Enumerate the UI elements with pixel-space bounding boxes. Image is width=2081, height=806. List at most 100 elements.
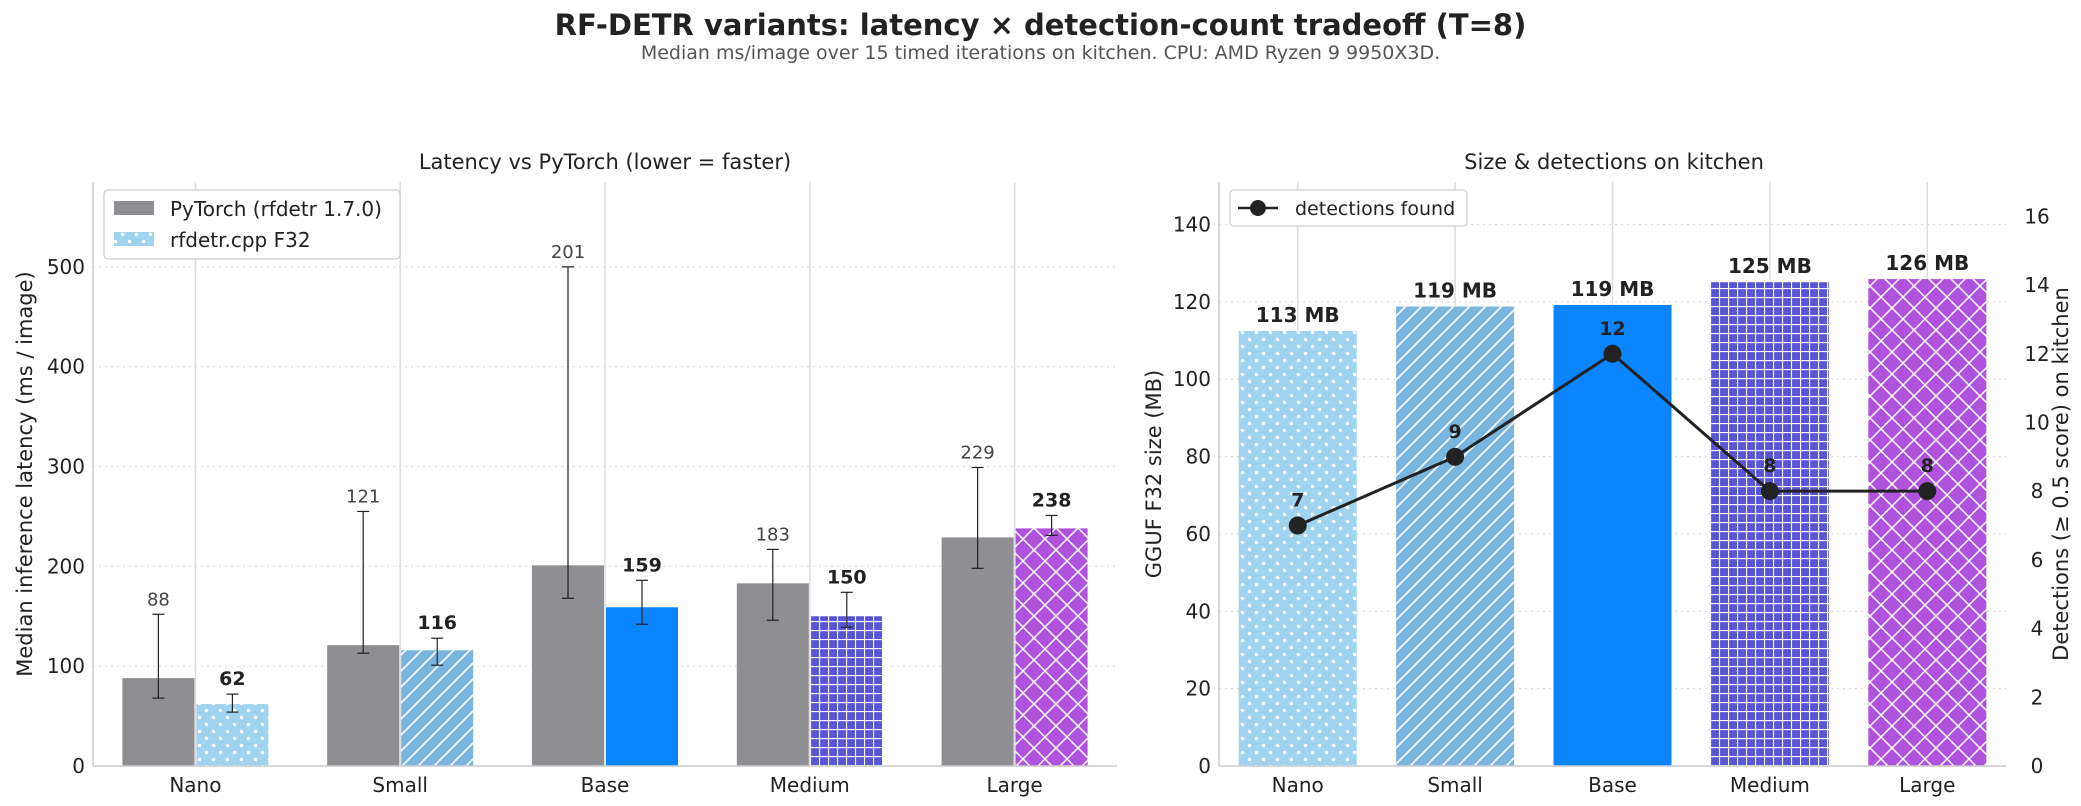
size-label-base: 119 MB (1571, 277, 1655, 301)
error-bar-pytorch-base (562, 266, 574, 599)
size-label-nano: 113 MB (1256, 303, 1340, 327)
left-bar-rfdetr-cpp-small (401, 650, 474, 766)
left-x-tick-label-base: Base (581, 773, 630, 797)
left-error-bars (152, 266, 1058, 713)
figure-subtitle: Median ms/image over 15 timed iterations… (640, 42, 1441, 64)
error-bar-rfdetr-cpp-base (636, 579, 648, 625)
left-bar-rfdetr-cpp-medium (810, 616, 883, 766)
figure-title: RF-DETR variants: latency × detection-co… (554, 8, 1527, 42)
detections-label-medium: 8 (1763, 455, 1776, 477)
left-value-label-pytorch-small: 121 (346, 486, 380, 507)
right-y-tick-label: 80 (1186, 445, 1211, 469)
right-secondary-y-tick-label: 8 (2031, 479, 2044, 503)
right-y-tick-label: 120 (1173, 290, 1211, 314)
size-label-large: 126 MB (1885, 251, 1969, 275)
right-secondary-y-axis-label: Detections (≥ 0.5 score) on kitchen (2049, 287, 2073, 661)
left-y-tick-label: 500 (47, 255, 85, 279)
right-x-tick-label-base: Base (1588, 773, 1637, 797)
left-bar-rfdetr-cpp-nano (196, 704, 269, 766)
size-bar-nano (1238, 330, 1357, 766)
error-bar-rfdetr-cpp-small (431, 637, 444, 666)
left-bars (122, 528, 1088, 766)
legend-swatch-rfdetr-cpp (114, 232, 154, 246)
left-chart-title: Latency vs PyTorch (lower = faster) (419, 150, 791, 174)
size-bar-medium (1710, 282, 1829, 766)
legend-label-detections: detections found (1295, 198, 1455, 220)
size-label-small: 119 MB (1413, 279, 1497, 303)
left-value-labels: 88 62 121 116 201 159 183 150 229 238 (147, 242, 1071, 690)
left-y-ticks: 0 100 200 300 400 500 (47, 255, 85, 778)
error-bar-pytorch-large (971, 466, 984, 569)
right-y-axis-label: GGUF F32 size (MB) (1142, 370, 1166, 578)
left-value-label-pytorch-large: 229 (960, 443, 994, 464)
right-secondary-y-tick-label: 4 (2031, 617, 2044, 641)
right-x-tick-label-large: Large (1899, 773, 1955, 797)
left-x-tick-label-small: Small (372, 773, 428, 797)
left-value-label-pytorch-nano: 88 (147, 589, 170, 610)
right-x-ticks: Nano Small Base Medium Large (1272, 773, 1956, 797)
left-x-tick-label-large: Large (986, 773, 1042, 797)
right-x-tick-label-nano: Nano (1272, 773, 1324, 797)
left-value-label-rfdetr-cpp-nano: 62 (219, 668, 245, 690)
left-x-ticks: Nano Small Base Medium Large (169, 773, 1042, 797)
latency-chart: Latency vs PyTorch (lower = faster) 88 62… (13, 150, 1117, 797)
detections-label-nano: 7 (1291, 490, 1304, 512)
detections-point-base (1603, 344, 1622, 363)
right-secondary-y-tick-label: 14 (2024, 273, 2049, 297)
right-secondary-y-tick-label: 10 (2024, 410, 2049, 434)
right-y-tick-label: 20 (1186, 677, 1211, 701)
left-legend: PyTorch (rfdetr 1.7.0) rfdetr.cpp F32 (103, 189, 401, 260)
left-bar-rfdetr-cpp-large (1015, 528, 1088, 766)
error-bar-rfdetr-cpp-nano (226, 693, 239, 713)
size-bar-small (1396, 306, 1515, 766)
right-secondary-y-tick-label: 6 (2031, 548, 2044, 572)
legend-label-rfdetr-cpp: rfdetr.cpp F32 (170, 228, 311, 252)
left-y-axis-label: Median inference latency (ms / image) (13, 271, 37, 677)
detections-label-base: 12 (1599, 318, 1625, 340)
size-bar-base (1553, 304, 1672, 766)
left-y-tick-label: 200 (47, 554, 85, 578)
detections-line: 7 9 12 8 8 (1288, 318, 1937, 535)
right-legend: detections found (1229, 189, 1468, 227)
left-y-tick-label: 0 (72, 754, 85, 778)
left-bar-pytorch-large (941, 537, 1014, 766)
right-x-tick-label-medium: Medium (1730, 773, 1810, 797)
left-y-tick-label: 300 (47, 455, 85, 479)
detections-label-large: 8 (1921, 455, 1934, 477)
left-x-tick-label-nano: Nano (169, 773, 221, 797)
size-bar-large (1868, 279, 1987, 766)
detections-point-nano (1288, 516, 1307, 535)
right-legend-box (1229, 189, 1468, 227)
detections-label-small: 9 (1448, 421, 1461, 443)
error-bar-rfdetr-cpp-medium (840, 591, 853, 628)
left-value-label-pytorch-base: 201 (551, 242, 585, 263)
left-y-tick-label: 100 (47, 654, 85, 678)
right-chart-title: Size & detections on kitchen (1464, 150, 1764, 174)
right-secondary-y-tick-label: 0 (2031, 754, 2044, 778)
right-secondary-y-tick-label: 16 (2024, 204, 2049, 228)
left-y-tick-label: 400 (47, 355, 85, 379)
detections-point-small (1446, 447, 1465, 466)
legend-swatch-pytorch (114, 201, 154, 215)
right-y-tick-label: 140 (1173, 213, 1211, 237)
right-y-tick-label: 100 (1173, 367, 1211, 391)
left-x-tick-label-medium: Medium (770, 773, 850, 797)
detections-point-large (1918, 482, 1937, 501)
error-bar-pytorch-nano (152, 613, 165, 699)
size-label-medium: 125 MB (1728, 254, 1812, 278)
size-detections-chart: Size & detections on kitchen 113 MB 119 M… (1142, 150, 2073, 797)
left-bar-pytorch-small (327, 645, 400, 766)
right-y-tick-label: 0 (1198, 754, 1211, 778)
right-y-tick-label: 40 (1186, 599, 1211, 623)
right-y-ticks: 0 20 40 60 80 100 120 140 (1173, 213, 1211, 778)
right-secondary-y-tick-label: 12 (2024, 342, 2049, 366)
right-secondary-y-ticks: 0 2 4 6 8 10 12 14 16 (2024, 204, 2049, 778)
legend-label-pytorch: PyTorch (rfdetr 1.7.0) (170, 197, 382, 221)
error-bar-pytorch-small (357, 510, 370, 654)
left-value-label-rfdetr-cpp-medium: 150 (827, 566, 867, 588)
error-bar-rfdetr-cpp-large (1045, 514, 1058, 536)
left-value-label-pytorch-medium: 183 (756, 524, 790, 545)
detections-point-medium (1760, 482, 1779, 501)
left-bar-rfdetr-cpp-base (606, 607, 678, 766)
right-bars (1238, 279, 1987, 766)
